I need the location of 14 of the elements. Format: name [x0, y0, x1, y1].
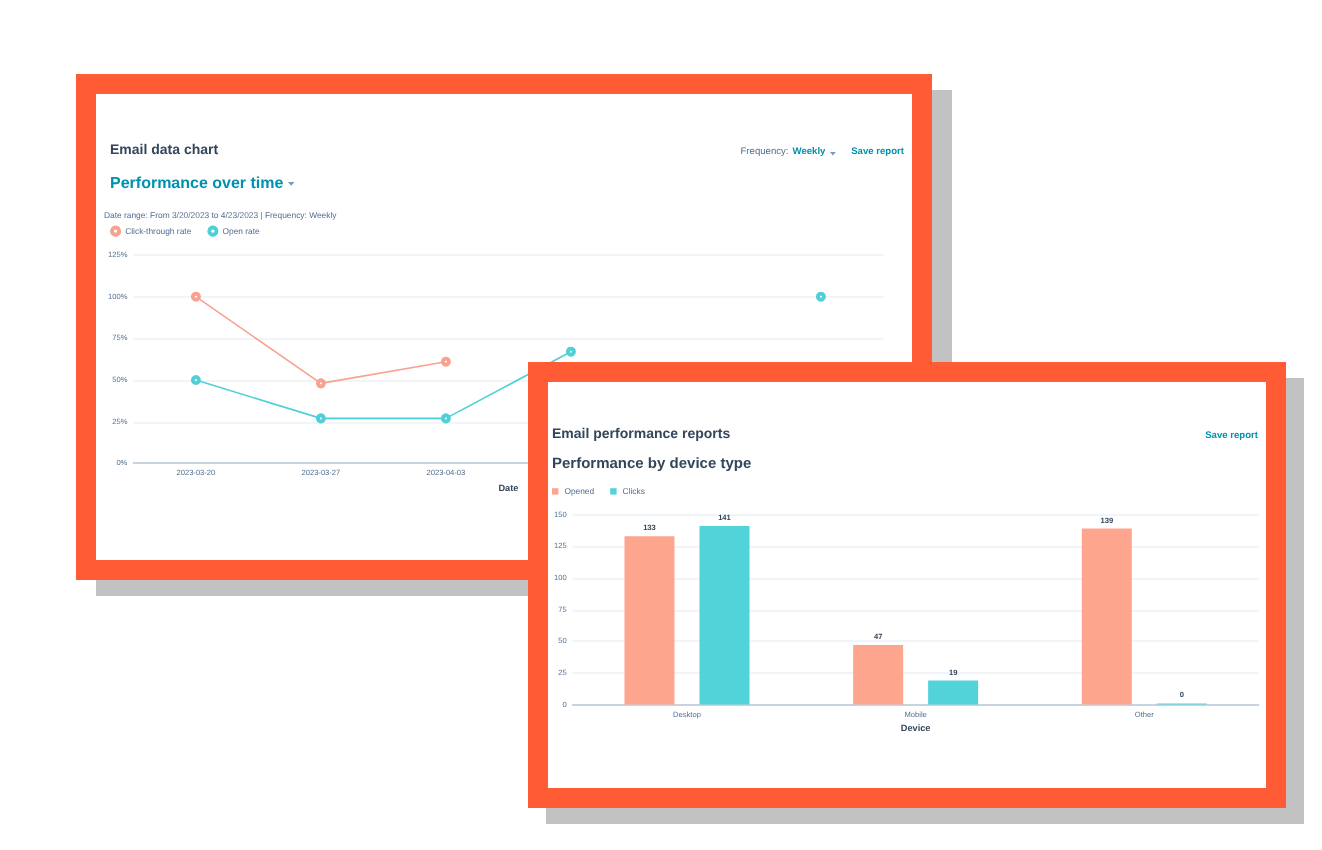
bar	[1081, 528, 1132, 705]
bar	[699, 526, 750, 705]
bar	[624, 536, 675, 705]
chart-subtitle: Performance over time	[110, 173, 284, 194]
point	[315, 413, 326, 424]
bar	[853, 645, 904, 705]
point	[190, 291, 201, 302]
point	[815, 291, 826, 302]
point	[190, 375, 201, 386]
point	[315, 378, 326, 389]
point	[440, 413, 451, 424]
point	[565, 346, 576, 357]
bar	[928, 680, 979, 705]
point	[440, 356, 451, 367]
